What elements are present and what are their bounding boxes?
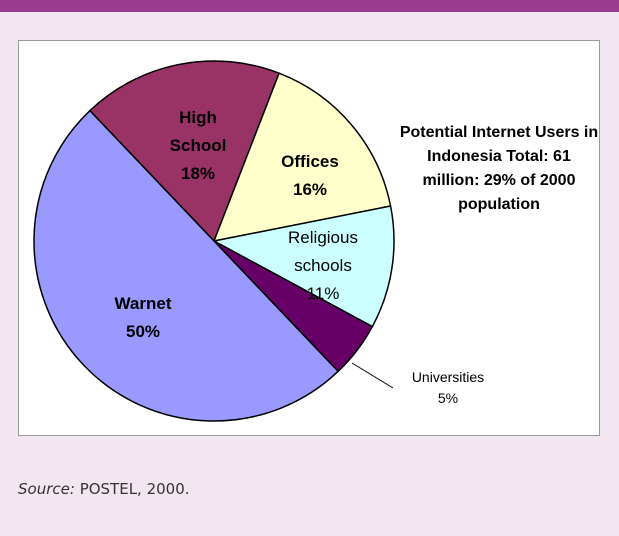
leader-line	[351, 362, 394, 389]
category-label: Warnet	[114, 294, 172, 313]
slice-label: High School 18%	[153, 104, 243, 188]
annotation: Potential Internet Users in Indonesia To…	[399, 124, 599, 213]
category-label: Religious schools	[288, 228, 358, 275]
source-text: POSTEL, 2000.	[79, 480, 190, 498]
slice-label: Offices 16%	[270, 148, 350, 204]
value-label: 50%	[125, 322, 161, 341]
value-label: 11%	[306, 284, 340, 303]
value-label: 18%	[180, 164, 216, 183]
source-label: Source:	[18, 480, 75, 498]
value-label: 5%	[437, 390, 459, 406]
category-label: Offices	[281, 152, 339, 171]
slice-label: Universities 5%	[388, 367, 508, 409]
value-label: 16%	[292, 180, 328, 199]
pie-slice	[88, 60, 281, 243]
chart	[33, 60, 395, 422]
source: Source: POSTEL, 2000.	[18, 480, 190, 498]
pie-slice	[211, 205, 395, 328]
category-label: High School	[169, 108, 227, 155]
pie-slice	[212, 72, 392, 243]
slice-label: Religious schools 11%	[268, 224, 378, 308]
chart-box: Potential Internet Users in Indonesia To…	[18, 40, 600, 436]
slice-label: Warnet 50%	[103, 290, 183, 346]
category-label: Universities	[411, 369, 485, 385]
pie-slice	[33, 109, 340, 422]
header-bar	[0, 0, 619, 12]
